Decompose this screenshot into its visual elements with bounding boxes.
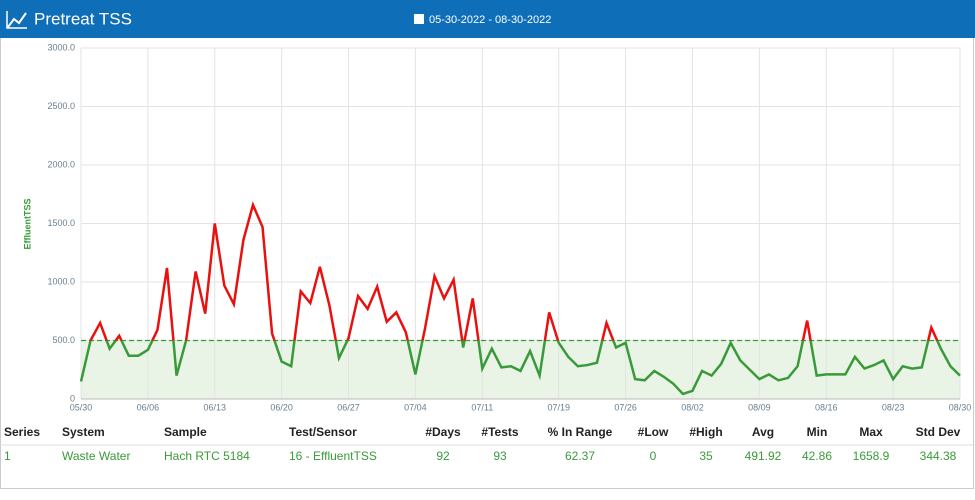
table-header: Std Dev — [916, 425, 961, 439]
line-below — [79, 340, 961, 396]
table-header: Avg — [752, 425, 774, 439]
y-tick-label: 1000.0 — [47, 276, 75, 286]
table-cell: 35 — [699, 449, 713, 463]
table-cell: 344.38 — [920, 449, 957, 463]
table-header: Series — [4, 425, 40, 439]
table-cell: 16 - EffluentTSS — [289, 449, 377, 463]
x-tick-label: 08/09 — [748, 402, 771, 412]
chart-icon — [7, 12, 27, 28]
y-axis-label: EffluentTSS — [22, 199, 32, 250]
x-tick-label: 08/23 — [882, 402, 905, 412]
x-tick-label: 06/27 — [337, 402, 360, 412]
x-tick-label: 08/02 — [681, 402, 704, 412]
date-range: 05-30-2022 - 08-30-2022 — [429, 14, 551, 26]
table-header: % In Range — [548, 425, 613, 439]
table-cell: 92 — [436, 449, 450, 463]
table-cell: 42.86 — [802, 449, 832, 463]
y-tick-label: 2000.0 — [47, 159, 75, 169]
table-cell: 1 — [4, 449, 11, 463]
chart-title: Pretreat TSS — [34, 9, 132, 28]
x-tick-label: 07/11 — [471, 402, 493, 412]
x-tick-label: 07/04 — [404, 402, 427, 412]
table-cell: 1658.9 — [853, 449, 890, 463]
x-tick-label: 06/13 — [203, 402, 226, 412]
chart-icon-axes — [6, 11, 27, 29]
header-bar — [0, 0, 975, 38]
table-header: Max — [859, 425, 883, 439]
x-tick-label: 06/06 — [137, 402, 160, 412]
table-cell: 62.37 — [565, 449, 595, 463]
line-above — [89, 201, 939, 341]
table-header: #Low — [638, 425, 669, 439]
table-header: Min — [807, 425, 828, 439]
table-header: System — [62, 425, 105, 439]
y-tick-label: 1500.0 — [47, 218, 75, 228]
y-tick-label: 2500.0 — [47, 101, 75, 111]
table-header: #Days — [425, 425, 461, 439]
x-tick-label: 05/30 — [70, 402, 93, 412]
x-tick-label: 07/26 — [614, 402, 637, 412]
y-tick-label: 3000.0 — [47, 42, 75, 52]
table-header: Sample — [164, 425, 207, 439]
calendar-icon — [414, 14, 424, 24]
x-tick-label: 06/20 — [270, 402, 293, 412]
x-tick-label: 08/30 — [949, 402, 972, 412]
table-cell: 93 — [493, 449, 507, 463]
table-header: Test/Sensor — [289, 425, 357, 439]
table-cell: Hach RTC 5184 — [164, 449, 250, 463]
panel-frame — [0, 0, 974, 489]
x-tick-label: 08/16 — [815, 402, 838, 412]
table-cell: 0 — [650, 449, 657, 463]
x-tick-label: 07/19 — [547, 402, 570, 412]
table-header: #High — [689, 425, 722, 439]
y-tick-label: 0 — [70, 393, 75, 403]
table-cell: Waste Water — [62, 449, 130, 463]
table-header: #Tests — [481, 425, 518, 439]
y-tick-label: 500.0 — [52, 335, 75, 345]
table-cell: 491.92 — [745, 449, 782, 463]
